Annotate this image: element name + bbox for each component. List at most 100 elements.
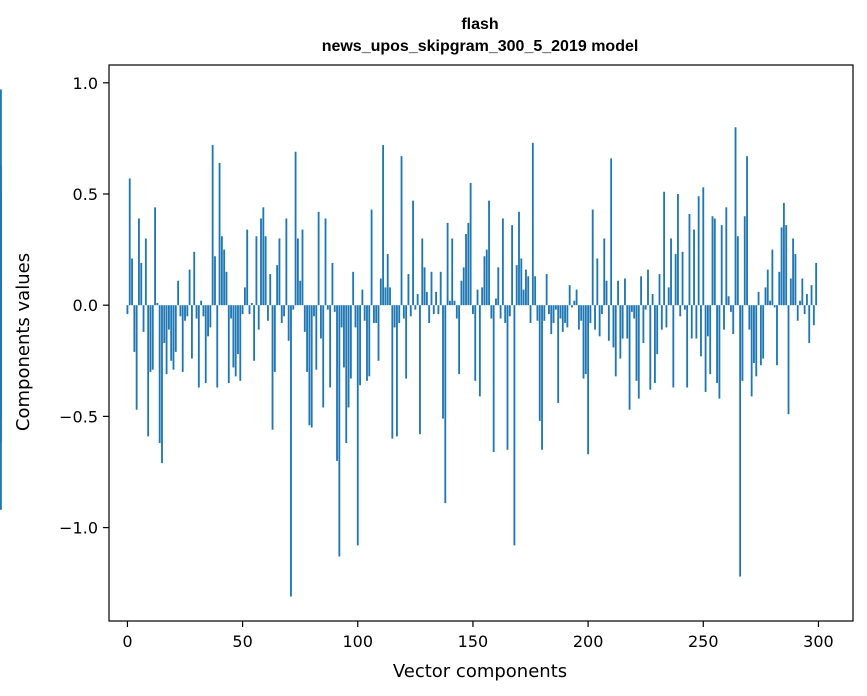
bar-267 bbox=[741, 305, 744, 381]
bar-63 bbox=[271, 305, 274, 430]
bar-265 bbox=[736, 236, 739, 306]
bar-220 bbox=[633, 305, 636, 319]
y-tick-label: 0.0 bbox=[73, 296, 98, 315]
bar-261 bbox=[727, 296, 730, 306]
bar-279 bbox=[769, 300, 771, 306]
bars-group bbox=[0, 89, 818, 597]
bar-95 bbox=[345, 305, 348, 444]
bar-34 bbox=[204, 305, 207, 384]
bar-278 bbox=[766, 269, 769, 306]
bar-119 bbox=[400, 156, 403, 306]
bar-171 bbox=[520, 258, 523, 306]
bar-203 bbox=[594, 305, 596, 330]
bar-47 bbox=[234, 305, 237, 377]
bar-112 bbox=[384, 287, 387, 306]
bar-290 bbox=[794, 254, 797, 306]
bar-42 bbox=[223, 249, 226, 306]
bar-39 bbox=[216, 305, 219, 388]
bar-81 bbox=[313, 305, 315, 317]
bar-221 bbox=[635, 305, 638, 381]
bar-30 bbox=[195, 305, 198, 319]
bar-141 bbox=[451, 238, 454, 306]
bar-210 bbox=[610, 158, 613, 306]
bar-46 bbox=[232, 305, 235, 368]
bar-135 bbox=[437, 305, 440, 315]
bar-9 bbox=[147, 305, 150, 437]
bar-176 bbox=[531, 142, 534, 306]
bar-200 bbox=[587, 305, 590, 455]
bar-138 bbox=[444, 305, 447, 504]
bar-167 bbox=[511, 225, 514, 306]
bar-128 bbox=[421, 238, 424, 306]
x-tick-label: 250 bbox=[688, 632, 719, 651]
bar-218 bbox=[628, 305, 631, 410]
bar-161 bbox=[497, 267, 500, 306]
bar-25 bbox=[184, 305, 186, 321]
bar-182 bbox=[545, 274, 548, 306]
bar-85 bbox=[322, 305, 325, 408]
bar-193 bbox=[571, 305, 573, 308]
bar-131 bbox=[428, 305, 431, 323]
bar-106 bbox=[370, 209, 373, 306]
bar-103 bbox=[363, 305, 366, 321]
bar-58 bbox=[260, 218, 262, 306]
bar-254 bbox=[711, 216, 714, 306]
bar-101 bbox=[359, 305, 361, 386]
bar-143 bbox=[455, 305, 458, 319]
bar-295 bbox=[806, 294, 808, 306]
bar-280 bbox=[771, 249, 774, 306]
bar-276 bbox=[762, 305, 765, 359]
bar-99 bbox=[354, 305, 357, 328]
bar-162 bbox=[499, 305, 502, 319]
bar-208 bbox=[605, 280, 608, 306]
bar-56 bbox=[255, 236, 258, 306]
bar-249 bbox=[700, 305, 702, 357]
bar-61 bbox=[267, 305, 269, 321]
bar-127 bbox=[419, 305, 421, 435]
bar-192 bbox=[568, 285, 571, 306]
bar-126 bbox=[416, 294, 419, 306]
bar-229 bbox=[653, 305, 656, 384]
bar-238 bbox=[674, 254, 677, 306]
bar-62 bbox=[269, 274, 272, 306]
bar-296 bbox=[808, 305, 811, 343]
bar-145 bbox=[460, 280, 463, 306]
bar-172 bbox=[522, 289, 525, 306]
bar-26 bbox=[186, 305, 189, 317]
bar-20 bbox=[172, 305, 175, 370]
x-axis-ticks: 0 50 100 150 200 250 300 bbox=[122, 621, 834, 651]
bar-204 bbox=[596, 258, 599, 306]
bar-75 bbox=[299, 280, 302, 306]
bar-157 bbox=[488, 200, 490, 306]
bar-140 bbox=[448, 300, 451, 306]
y-tick-label: 0.5 bbox=[73, 185, 98, 204]
bar-74 bbox=[296, 238, 299, 306]
bar-178 bbox=[536, 305, 539, 321]
bar-82 bbox=[315, 305, 318, 370]
bar-22 bbox=[177, 280, 180, 306]
bar-36 bbox=[209, 305, 212, 328]
bar-285 bbox=[782, 202, 785, 306]
bar-288 bbox=[789, 278, 792, 306]
bar-105 bbox=[368, 305, 371, 377]
bar-196 bbox=[577, 305, 580, 330]
bar-37 bbox=[211, 145, 214, 306]
bar-undefined bbox=[0, 305, 2, 510]
chart-title: flash bbox=[461, 16, 498, 33]
bar-186 bbox=[554, 305, 557, 310]
bar-287 bbox=[787, 305, 790, 415]
bar-184 bbox=[550, 305, 553, 335]
bar-259 bbox=[723, 305, 725, 330]
bar-96 bbox=[347, 305, 350, 408]
bar-132 bbox=[430, 271, 433, 306]
bar-170 bbox=[518, 211, 520, 306]
bar-219 bbox=[630, 305, 633, 312]
bar-155 bbox=[483, 256, 486, 306]
bar-18 bbox=[167, 305, 170, 330]
bar-151 bbox=[474, 305, 477, 381]
bar-233 bbox=[663, 191, 666, 306]
bar-87 bbox=[326, 305, 329, 310]
bar-226 bbox=[647, 269, 649, 306]
bar-73 bbox=[294, 151, 297, 306]
x-tick-label: 150 bbox=[458, 632, 489, 651]
